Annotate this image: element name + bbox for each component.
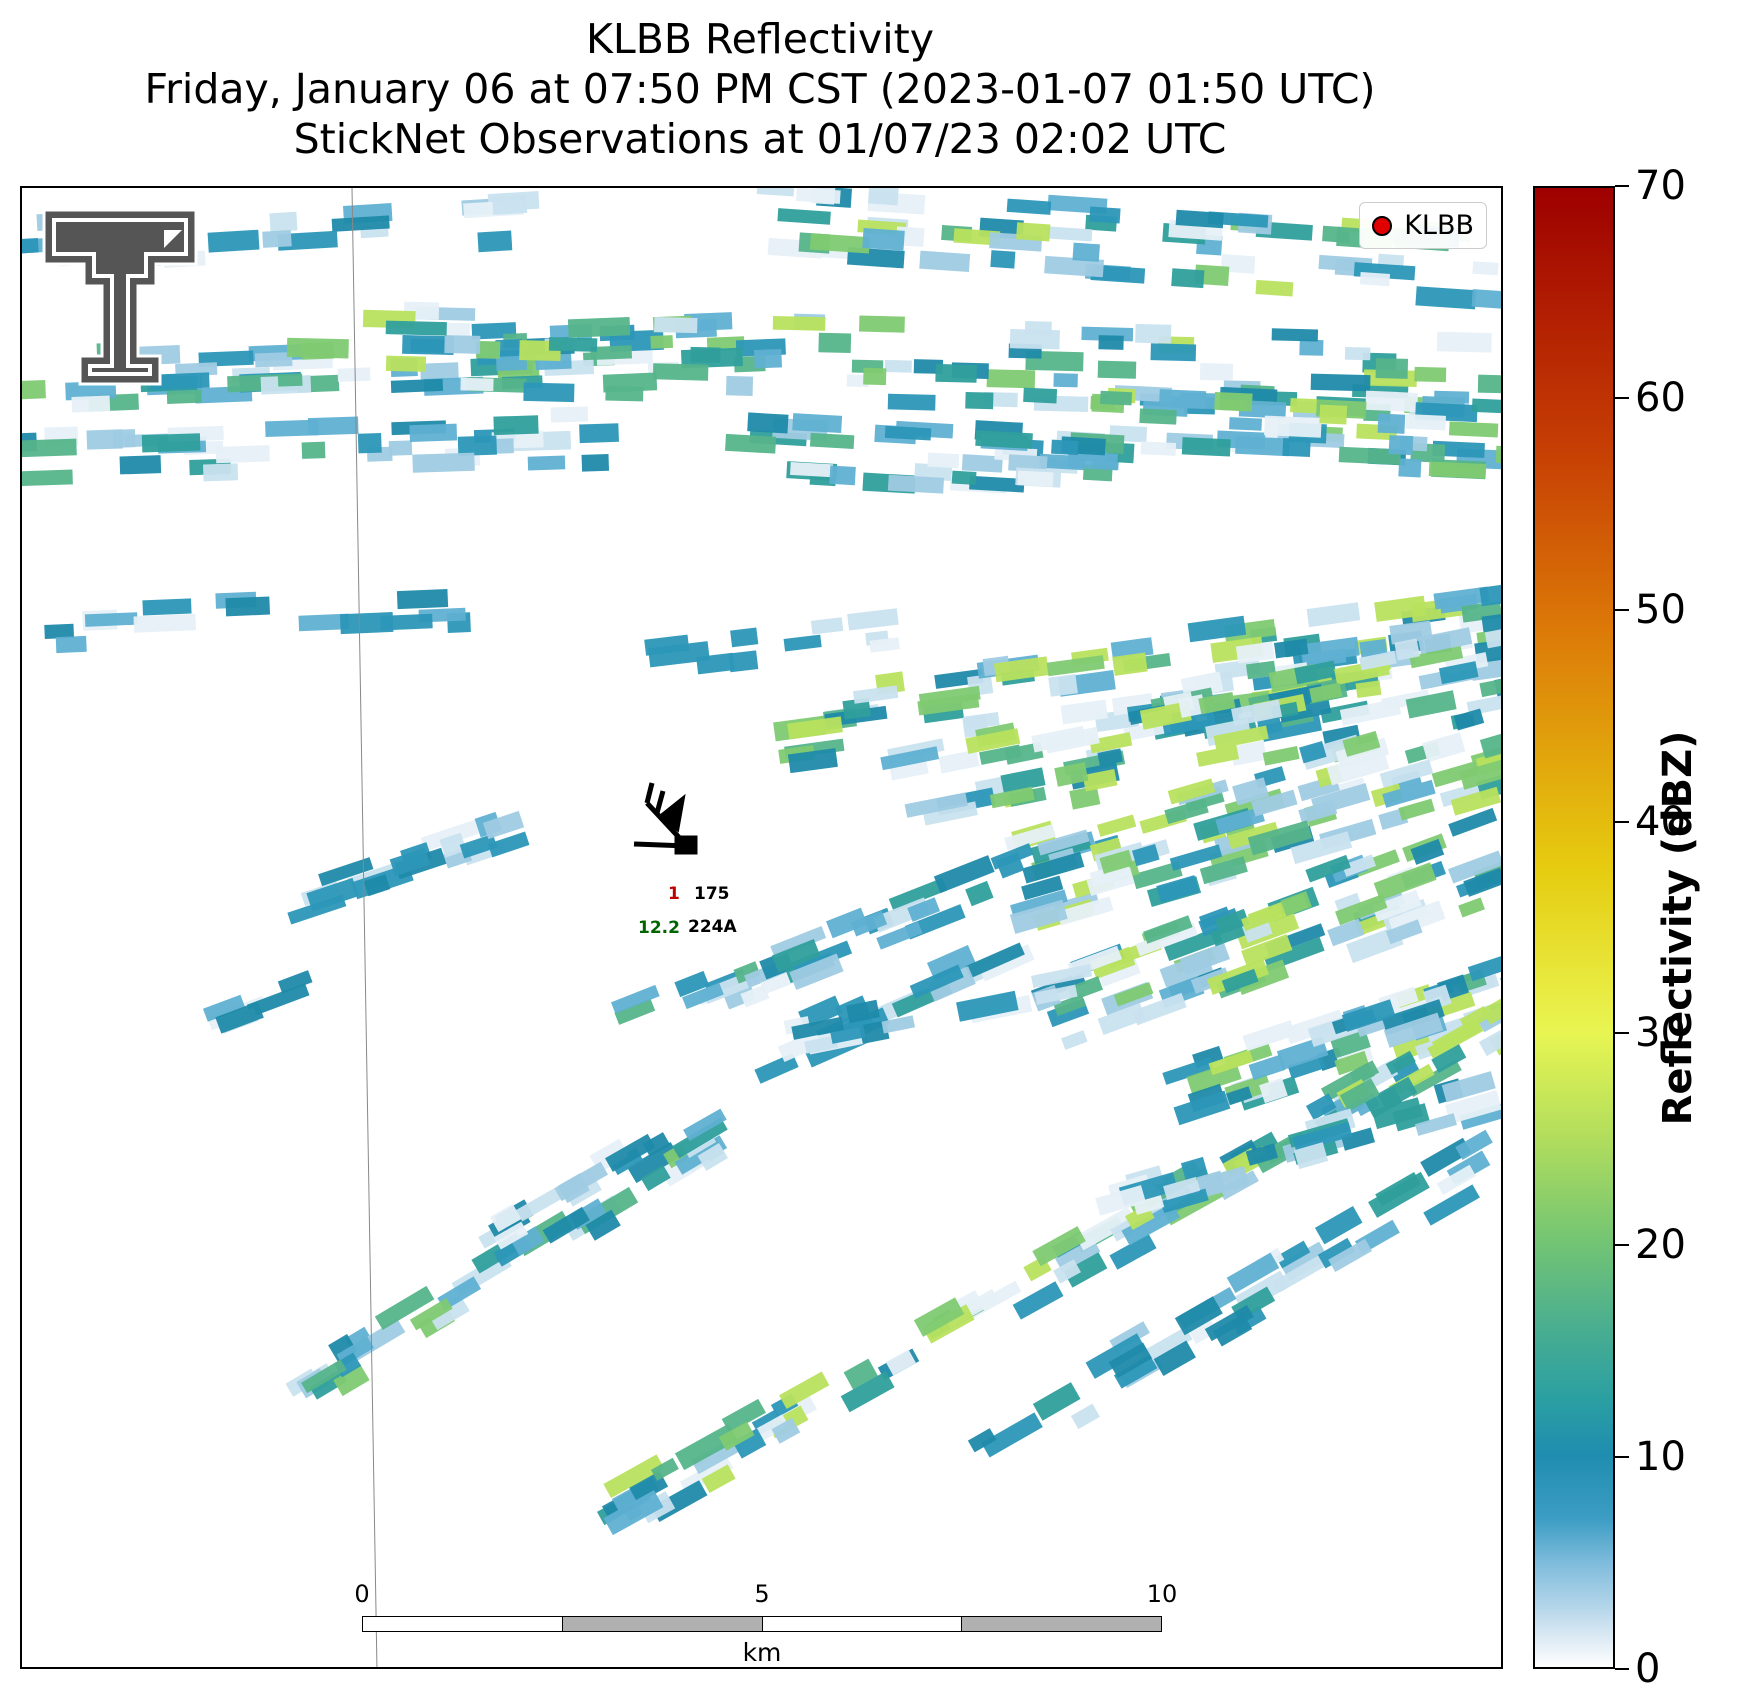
scale-bar-track: [362, 1616, 1162, 1632]
colorbar-tick-label: 40: [1635, 798, 1686, 845]
scale-tick-0: 0: [354, 1580, 370, 1608]
colorbar-tick-mark: [1615, 608, 1629, 611]
double-t-logo: [42, 208, 198, 386]
colorbar-tick-mark: [1615, 1032, 1629, 1035]
station-id: 224A: [686, 917, 739, 937]
station-value-red: 1: [668, 884, 680, 904]
colorbar-tick-mark: [1615, 185, 1629, 187]
colorbar-tick-label: 10: [1635, 1434, 1686, 1481]
station-value-black: 175: [692, 884, 732, 904]
colorbar-tick-mark: [1615, 820, 1629, 823]
station-value-green: 12.2: [636, 918, 682, 938]
colorbar-tick-label: 0: [1635, 1646, 1661, 1692]
title-line-3: StickNet Observations at 01/07/23 02:02 …: [293, 115, 1227, 163]
colorbar-tick-mark: [1615, 396, 1629, 399]
colorbar-tick-mark: [1615, 1668, 1629, 1670]
county-line: [351, 188, 378, 1667]
title-line-2: Friday, January 06 at 07:50 PM CST (2023…: [144, 65, 1376, 113]
map-legend: KLBB: [1359, 202, 1487, 249]
colorbar-tick-mark: [1615, 1244, 1629, 1247]
colorbar-tick-label: 60: [1635, 374, 1686, 421]
scale-unit: km: [742, 1638, 782, 1667]
colorbar-tick-label: 20: [1635, 1222, 1686, 1269]
colorbar-tick-label: 50: [1635, 586, 1686, 633]
colorbar-tick-label: 30: [1635, 1010, 1686, 1057]
figure-title: KLBB Reflectivity Friday, January 06 at …: [20, 14, 1500, 164]
colorbar-tick-label: 70: [1635, 163, 1686, 209]
klbb-marker-icon: [1372, 215, 1393, 236]
legend-label: KLBB: [1404, 210, 1474, 241]
scale-tick-5: 5: [754, 1580, 770, 1608]
colorbar-tick-mark: [1615, 1456, 1629, 1459]
reflectivity-field: [22, 188, 1501, 1667]
scale-tick-10: 10: [1146, 1580, 1178, 1608]
radar-map: KLBB 1 175 12.2 224A: [20, 186, 1503, 1669]
wind-barb-icon: [633, 782, 698, 855]
colorbar: [1533, 186, 1615, 1669]
colorbar-title: Reflectivity (dBZ): [1655, 730, 1701, 1126]
title-line-1: KLBB Reflectivity: [586, 15, 934, 63]
